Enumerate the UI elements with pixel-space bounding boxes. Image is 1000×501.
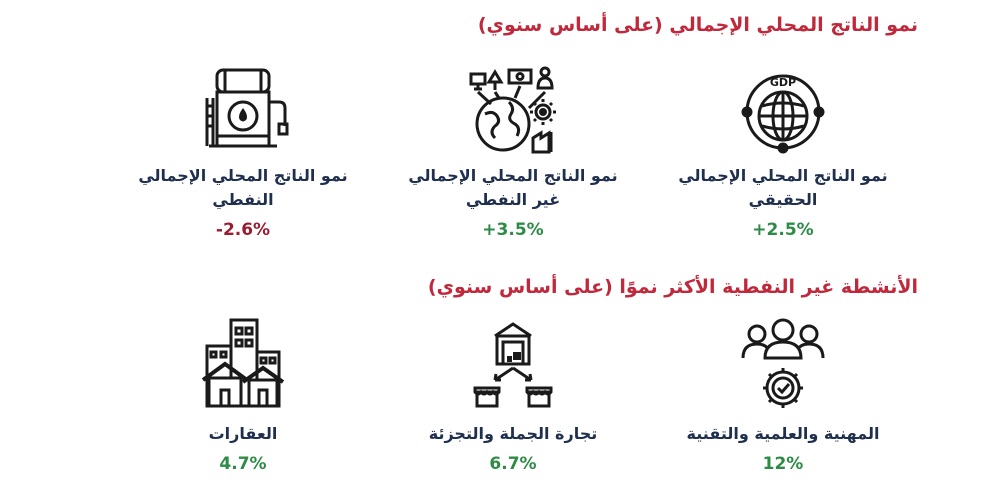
oil-gdp-label-line2: النفطي: [212, 190, 274, 209]
gdp-section-title: نمو الناتج المحلي الإجمالي (على أساس سنو…: [477, 14, 918, 36]
professional-activities-value: 12%: [762, 454, 804, 474]
globe-industry-icon: [469, 66, 556, 154]
professional-activities-label: المهنية والعلمية والتقنية: [686, 424, 880, 443]
trade-card: تجارة الجملة والتجزئة 6.7%: [388, 316, 638, 474]
nonoil-gdp-card: نمو الناتج المحلي الإجمالي غير النفطي +3…: [388, 62, 638, 240]
real-gdp-label-line2: الحقيقي: [748, 190, 818, 209]
real-gdp-card: GDP نمو الناتج المحلي الإجمالي الحقيقي +…: [658, 62, 908, 240]
gdp-globe-icon: GDP: [741, 74, 825, 154]
oil-gdp-label-line1: نمو الناتج المحلي الإجمالي: [138, 166, 348, 185]
nonoil-gdp-label-line1: نمو الناتج المحلي الإجمالي: [408, 166, 618, 185]
oil-gdp-card: نمو الناتج المحلي الإجمالي النفطي -2.6%: [118, 62, 368, 240]
warehouse-shops-icon: [473, 322, 553, 408]
trade-value: 6.7%: [489, 454, 537, 474]
real-gdp-label: نمو الناتج المحلي الإجمالي الحقيقي: [658, 164, 908, 212]
oil-gdp-label: نمو الناتج المحلي الإجمالي النفطي: [118, 164, 368, 212]
svg-text:GDP: GDP: [770, 76, 796, 89]
nonoil-gdp-label: نمو الناتج المحلي الإجمالي غير النفطي: [388, 164, 638, 212]
buildings-icon: [201, 318, 285, 408]
nonoil-gdp-label-line2: غير النفطي: [465, 190, 561, 209]
professional-activities-card: المهنية والعلمية والتقنية 12%: [658, 316, 908, 474]
real-gdp-value: +2.5%: [752, 220, 814, 240]
oil-tank-icon: [205, 68, 289, 148]
nonoil-gdp-value: +3.5%: [482, 220, 544, 240]
real-estate-card: العقارات 4.7%: [118, 316, 368, 474]
real-estate-label: العقارات: [208, 424, 278, 443]
people-gear-icon: [741, 318, 825, 408]
trade-label: تجارة الجملة والتجزئة: [428, 424, 598, 443]
real-estate-value: 4.7%: [219, 454, 267, 474]
real-gdp-label-line1: نمو الناتج المحلي الإجمالي: [678, 166, 888, 185]
nonoil-section-title: الأنشطة غير النفطية الأكثر نموًا (على أس…: [427, 276, 918, 298]
oil-gdp-value: -2.6%: [215, 220, 271, 240]
